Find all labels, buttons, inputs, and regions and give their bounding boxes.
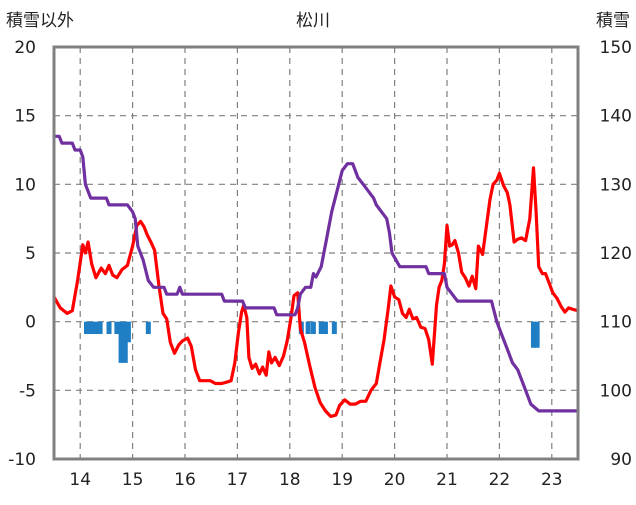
grid-lines [54, 47, 578, 459]
chart-marks [52, 134, 580, 418]
x-tick-label: 23 [541, 470, 563, 490]
bar-mark [534, 321, 540, 348]
bar-mark [305, 321, 311, 335]
x-tick-label: 18 [279, 470, 301, 490]
x-tick-label: 21 [436, 470, 458, 490]
bar-mark [331, 321, 337, 335]
left-tick-label: 15 [14, 107, 36, 127]
left-axis-label: 積雪以外 [6, 11, 74, 31]
bar-mark [86, 321, 92, 335]
left-tick-label: 5 [25, 244, 36, 264]
left-tick-label: -5 [19, 381, 36, 401]
bar-mark [97, 321, 103, 335]
bar-mark [322, 321, 328, 335]
bar-mark [89, 321, 95, 335]
bar-mark [122, 321, 128, 363]
bar-mark [310, 321, 316, 335]
x-tick-label: 15 [122, 470, 144, 490]
bar-mark [318, 321, 324, 335]
series-line-right [52, 134, 580, 413]
series-line-left [52, 166, 580, 418]
left-tick-label: 10 [14, 175, 36, 195]
chart-title: 松川 [296, 11, 330, 31]
bar-mark [118, 321, 124, 363]
bar-mark [93, 321, 99, 335]
left-tick-label: 0 [25, 313, 36, 333]
bar-mark [83, 321, 89, 335]
left-tick-label: 20 [14, 38, 36, 58]
plot-frame [52, 45, 580, 461]
right-tick-label: 120 [600, 244, 632, 264]
right-tick-label: 90 [610, 450, 632, 470]
x-tick-label: 16 [174, 470, 196, 490]
x-tick-label: 22 [489, 470, 511, 490]
tick-labels: -10 -5 0 5 10 15 20 90 100 110 120 130 140 150 14 15 16 1… [8, 38, 632, 490]
right-tick-label: 130 [600, 175, 632, 195]
bar-mark [114, 321, 120, 335]
right-tick-label: 110 [600, 313, 632, 333]
x-tick-label: 20 [384, 470, 406, 490]
left-tick-label: -10 [8, 450, 36, 470]
x-tick-label: 19 [331, 470, 353, 490]
x-tick-label: 17 [227, 470, 249, 490]
bar-mark [145, 321, 151, 335]
right-tick-label: 140 [600, 107, 632, 127]
right-tick-label: 100 [600, 381, 632, 401]
x-tick-label: 14 [69, 470, 91, 490]
bar-mark [125, 321, 131, 343]
bar-mark [530, 321, 536, 348]
bar-mark [106, 321, 112, 335]
right-axis-label: 積雪 [596, 11, 630, 31]
right-tick-label: 150 [600, 38, 632, 58]
